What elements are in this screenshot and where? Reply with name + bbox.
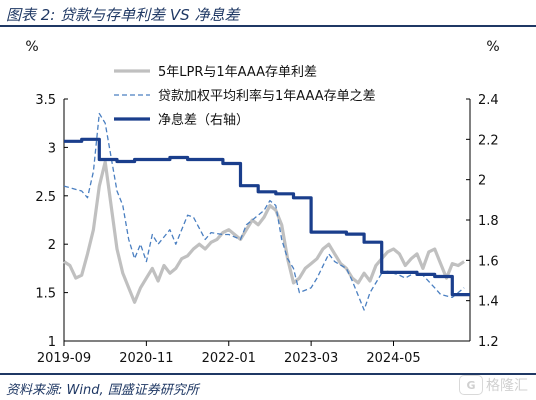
watermark: G 格隆汇 xyxy=(459,374,528,396)
right-axis-tick-label: 2.2 xyxy=(478,133,499,148)
left-axis-tick-label: 3.5 xyxy=(35,93,56,108)
left-axis-tick-label: 2 xyxy=(48,238,56,253)
watermark-logo-icon: G xyxy=(459,375,483,395)
right-axis-tick-label: 2 xyxy=(478,174,486,189)
left-axis-tick-label: 1.5 xyxy=(35,287,56,302)
x-axis-tick-label: 2019-09 xyxy=(37,351,91,366)
x-axis-tick-label: 2023-03 xyxy=(284,351,338,366)
legend-label-2: 贷款加权平均利率与1年AAA存单之差 xyxy=(158,88,376,104)
x-axis-tick-label: 2024-05 xyxy=(366,351,420,366)
figure-title: 图表 2: 贷款与存单利差 VS 净息差 xyxy=(6,6,240,24)
right-axis-tick-label: 1.6 xyxy=(478,254,499,269)
left-axis-tick-label: 3 xyxy=(48,141,56,156)
right-axis-tick-label: 2.4 xyxy=(478,93,499,108)
left-axis-tick-label: 1 xyxy=(48,335,56,350)
left-axis-unit: % xyxy=(25,39,38,55)
source-note: 资料来源: Wind, 国盛证券研究所 xyxy=(6,383,199,398)
series-line-3 xyxy=(64,137,470,297)
legend-label-3: 净息差（右轴） xyxy=(158,112,249,128)
right-axis-unit: % xyxy=(486,39,499,55)
x-axis-tick-label: 2022-01 xyxy=(202,351,256,366)
series-line-1 xyxy=(63,160,465,304)
right-axis-tick-label: 1.4 xyxy=(478,295,499,310)
left-axis-tick-label: 2.5 xyxy=(35,190,56,205)
watermark-text: 格隆汇 xyxy=(486,378,528,394)
legend-label-1: 5年LPR与1年AAA存单利差 xyxy=(158,65,317,80)
footer-divider xyxy=(0,373,536,375)
header-divider xyxy=(0,25,536,27)
series-line-2 xyxy=(63,112,465,311)
chart-header: 图表 2: 贷款与存单利差 VS 净息差 xyxy=(0,0,536,28)
axes: 1 1.5 2 2.5 3 3.5 1.2 1.4 1.6 1.8 2 2.2 2.4 2019-09 20… xyxy=(35,93,498,366)
plot-area xyxy=(63,112,470,311)
right-axis-tick-label: 1.8 xyxy=(478,214,499,229)
right-axis-tick-label: 1.2 xyxy=(478,335,499,350)
line-chart: % % 1 1.5 2 2.5 3 3.5 1.2 1.4 1.6 1.8 2 2.2 2.4 2019-… xyxy=(25,39,499,366)
x-axis-tick-label: 2020-11 xyxy=(119,351,173,366)
